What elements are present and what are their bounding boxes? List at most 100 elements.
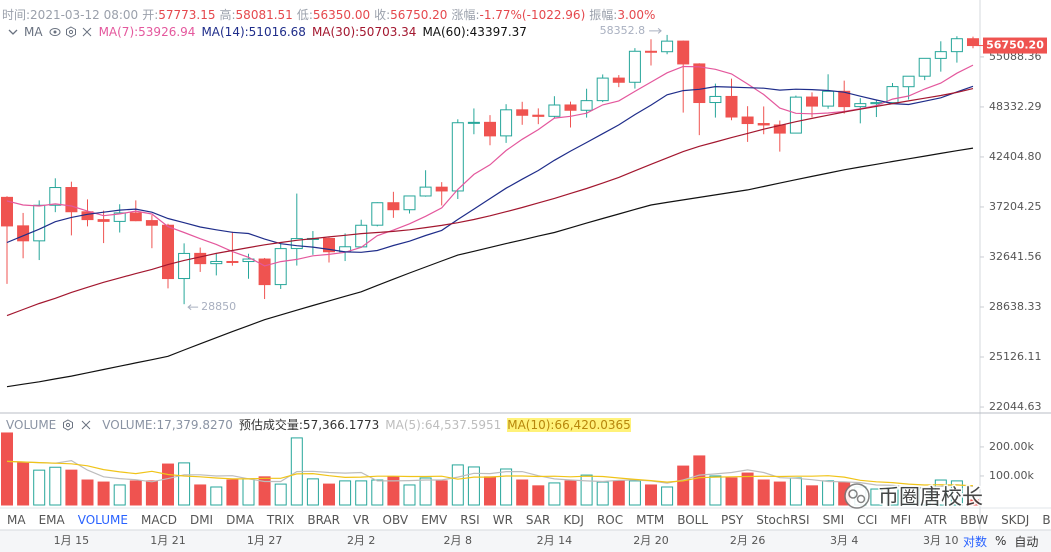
x-tick-label: 1月 15 (54, 534, 90, 547)
indicator-tab[interactable]: MTM (636, 513, 665, 527)
volume-bar (113, 484, 126, 506)
candle-body (902, 75, 915, 88)
indicator-tab[interactable]: CCI (857, 513, 878, 527)
indicator-tab[interactable]: DMA (226, 513, 254, 527)
legend-icons[interactable] (62, 418, 96, 431)
watermark-icon (856, 494, 866, 504)
indicator-tab[interactable]: EMV (421, 513, 448, 527)
x-tick-label: 1月 27 (247, 534, 283, 547)
legend-entry: MA(14):51016.68 (201, 25, 306, 39)
volume-bar (1, 432, 13, 506)
indicator-tab[interactable]: MACD (140, 513, 177, 527)
indicator-tab[interactable]: SAR (525, 513, 551, 527)
last-price-label: 56750.20 (986, 39, 1044, 52)
candle-body (290, 238, 303, 250)
collapse-icon[interactable] (6, 26, 20, 38)
volume-bar (806, 485, 818, 506)
volume-bar (886, 487, 899, 506)
volume-bar (242, 478, 255, 506)
volume-bar (967, 499, 979, 506)
candle-body (258, 258, 271, 286)
volume-bar (387, 476, 400, 506)
low-label: 28850 (201, 300, 236, 313)
volume-estimate: 预估成交量:57,366.1773 (238, 418, 380, 432)
volume-bar (419, 477, 432, 506)
indicator-tab[interactable]: VR (352, 513, 370, 527)
candle-body (371, 202, 384, 226)
volume-bar (323, 483, 335, 506)
watermark-text: 币圈唐校长 (878, 485, 983, 509)
volume-bar (741, 472, 754, 506)
legend-icons[interactable] (49, 26, 93, 38)
scale-button[interactable]: 自动 (1014, 534, 1039, 549)
candle-body (162, 224, 174, 280)
candle-body (145, 220, 158, 226)
indicator-tab[interactable]: BBW (960, 513, 989, 527)
ma-line (6, 460, 974, 487)
volume-bar (162, 463, 174, 506)
candle-body (500, 109, 513, 137)
x-tick-label: 2月 26 (730, 534, 766, 547)
indicator-tab[interactable]: SMI (822, 513, 845, 527)
scale-button[interactable]: 对数 (963, 534, 988, 549)
volume-bar (580, 474, 593, 506)
volume-bar (934, 479, 947, 506)
indicator-tab[interactable]: DMI (189, 513, 214, 527)
indicator-tab[interactable]: BIAS (1042, 513, 1051, 527)
candle-body (178, 252, 191, 280)
volume-bar (194, 484, 207, 506)
indicator-tab[interactable]: EMA (38, 513, 65, 527)
candle-body (355, 224, 368, 248)
y-tick-label: 200.00k (989, 440, 1034, 453)
legend-entry: MA(5):64,537.5951 (385, 417, 502, 432)
volume-bar (17, 462, 30, 506)
y-tick-label: 32641.56 (989, 250, 1042, 263)
candle-body (612, 77, 625, 83)
indicator-tab[interactable]: MA (7, 513, 26, 527)
candle-body (65, 187, 78, 213)
ma-line (6, 88, 974, 317)
indicator-tab[interactable]: OBV (382, 513, 409, 527)
scale-button[interactable]: % (995, 534, 1007, 548)
legend-entry: MA(30):50703.34 (311, 25, 417, 39)
candle-body (645, 50, 657, 53)
indicator-tab[interactable]: StochRSI (756, 513, 810, 527)
candle-body (709, 95, 722, 104)
x-tick-label: 2月 14 (537, 534, 573, 547)
candle-body (789, 96, 802, 134)
x-tick-label: 2月 8 (444, 534, 473, 547)
scale-buttons: 对数% 自动 (963, 531, 1046, 551)
watermark-icon (848, 489, 858, 499)
info-value: 56350.00 (312, 7, 371, 22)
volume-bar (532, 485, 545, 506)
indicator-tab[interactable]: RSI (460, 513, 480, 527)
info-label: 收: (374, 8, 391, 22)
indicator-tab[interactable]: TRIX (266, 513, 295, 527)
volume-bar (145, 480, 158, 506)
indicator-tab[interactable]: BOLL (677, 513, 709, 527)
indicator-tab[interactable]: ATR (924, 513, 948, 527)
indicator-tab[interactable]: SKDJ (1001, 513, 1030, 527)
volume-bar (97, 481, 110, 506)
indicator-tab[interactable]: ROC (596, 513, 624, 527)
volume-bar (789, 477, 802, 506)
volume-bar (403, 484, 416, 506)
volume-bar (950, 480, 963, 506)
candle-body (886, 86, 899, 104)
x-tick-label: 3月 4 (830, 534, 859, 547)
ma-legend: MA MA(7):53926.94 MA(14):51016.68 MA(30):5… (6, 25, 533, 39)
indicator-tab[interactable]: KDJ (563, 513, 584, 527)
indicator-tab[interactable]: BRAR (307, 513, 340, 527)
candle-body (967, 38, 979, 47)
info-bar: 时间: 2021-03-12 08:00 开: 57773.15 高: 58081.51 低… (2, 6, 659, 23)
volume-bar (81, 479, 94, 506)
indicator-tab[interactable]: PSY (721, 513, 744, 527)
indicator-tab[interactable]: VOLUME (77, 513, 128, 527)
candle-body (741, 116, 754, 125)
volume-bar (467, 466, 480, 506)
indicator-tab[interactable]: MFI (890, 513, 912, 527)
indicator-tab[interactable]: WR (492, 513, 513, 527)
candle-body (1, 196, 13, 227)
